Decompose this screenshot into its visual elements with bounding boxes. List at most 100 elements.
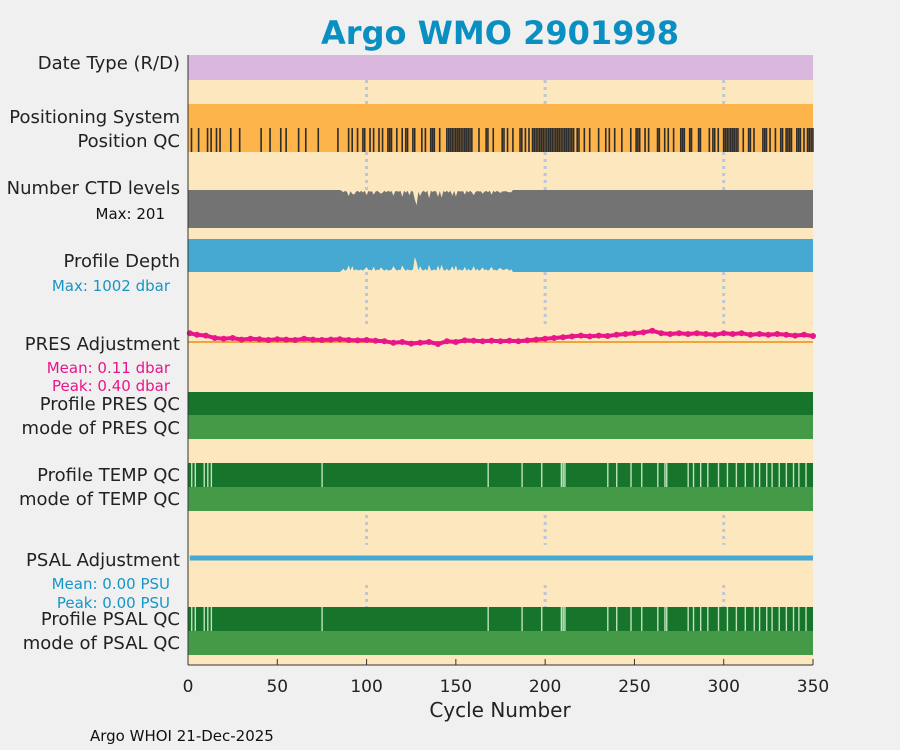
position-qc-mark — [317, 128, 320, 152]
pres-point — [595, 332, 602, 339]
position-qc-mark — [396, 128, 398, 152]
pres-point — [720, 330, 727, 337]
pres-point — [193, 331, 200, 338]
position-qc-mark — [681, 128, 684, 152]
position-qc-mark — [637, 128, 639, 152]
position-qc-mark — [699, 128, 702, 152]
pres-point — [336, 336, 343, 343]
x-tick-label: 50 — [266, 677, 288, 697]
position-qc-mark — [501, 128, 503, 152]
position-qc-mark — [478, 128, 480, 152]
pres-point — [497, 338, 504, 345]
psal-qc-band — [188, 607, 813, 631]
temp-qc-mark — [664, 463, 666, 487]
pres-point — [345, 337, 352, 343]
position-qc-mark — [546, 128, 548, 152]
x-axis-label: Cycle Number — [429, 698, 571, 722]
position-qc-mark — [597, 128, 600, 152]
pres-point — [274, 336, 281, 343]
position-qc-mark — [647, 128, 650, 152]
position-qc-mark — [672, 128, 675, 152]
temp-qc-mark — [521, 463, 523, 487]
position-qc-mark — [544, 128, 546, 152]
pres-point — [586, 333, 593, 340]
temp-qc-mark — [210, 463, 213, 487]
position-qc-mark — [487, 128, 489, 152]
pres-point — [711, 331, 718, 338]
pres-point — [622, 331, 629, 337]
pres-point — [229, 335, 236, 341]
temp-qc-mark — [717, 463, 720, 487]
psal-qc-mark — [203, 607, 205, 631]
position-qc-mark — [803, 128, 805, 152]
label-mode-temp-qc: mode of TEMP QC — [19, 489, 180, 510]
x-tick-label: 100 — [350, 677, 382, 697]
pres-point — [738, 330, 745, 337]
position-qc-mark — [538, 128, 541, 152]
position-qc-mark — [690, 128, 693, 152]
position-qc-mark — [387, 128, 389, 152]
pres-point — [685, 331, 691, 337]
psal-qc-mark — [521, 607, 523, 631]
psal-qc-mark — [792, 607, 795, 631]
position-qc-mark — [485, 128, 487, 152]
pres-point — [435, 341, 441, 347]
x-tick-label: 350 — [797, 677, 829, 697]
psal-qc-mark — [321, 607, 323, 631]
position-qc-mark — [471, 128, 473, 152]
temp-qc-mode-band — [188, 487, 813, 511]
pres-point — [265, 337, 272, 343]
temp-qc-mark — [744, 463, 747, 487]
temp-qc-mark — [191, 463, 193, 487]
position-qc-mark — [635, 128, 637, 152]
position-qc-mark — [556, 128, 559, 152]
pres-point — [488, 337, 495, 344]
position-qc-mark — [454, 128, 457, 152]
position-qc-mark — [781, 128, 784, 152]
position-qc-mark — [583, 128, 586, 152]
position-qc-mark — [463, 128, 466, 152]
psal-qc-mark — [607, 607, 609, 631]
position-qc-mark — [304, 128, 307, 152]
position-qc-mark — [785, 128, 787, 152]
plot-background — [188, 55, 813, 665]
position-qc-mark — [190, 128, 193, 152]
pres-qc-band — [188, 392, 813, 415]
position-qc-mark — [667, 128, 670, 152]
position-qc-mark — [460, 128, 462, 152]
pres-point — [283, 336, 290, 343]
position-qc-mark — [297, 128, 300, 152]
position-qc-mark — [381, 128, 384, 152]
position-qc-mark — [621, 128, 623, 152]
position-qc-mark — [656, 128, 659, 152]
ctd-levels-area — [188, 190, 813, 228]
label-ctd-max: Max: 201 — [96, 205, 165, 223]
position-qc-mark — [363, 128, 366, 152]
position-qc-mark — [712, 128, 714, 152]
label-psal-peak: Peak: 0.00 PSU — [57, 594, 170, 612]
position-qc-mark — [229, 128, 232, 152]
pres-point — [426, 339, 433, 345]
temp-qc-mark — [699, 463, 702, 487]
position-qc-mark — [372, 128, 375, 152]
position-qc-mark — [688, 128, 691, 152]
position-qc-mark — [554, 128, 557, 152]
position-qc-mark — [558, 128, 561, 152]
position-qc-mark — [563, 128, 566, 152]
position-qc-mark — [569, 128, 571, 152]
psal-qc-mark — [687, 607, 689, 631]
pres-point — [238, 336, 245, 343]
pres-point — [211, 335, 218, 341]
position-qc-mark — [808, 128, 811, 152]
psal-qc-mark — [717, 607, 720, 631]
temp-qc-mark — [616, 463, 618, 487]
pres-point — [408, 340, 415, 347]
position-qc-mark — [542, 128, 545, 152]
pres-point — [542, 335, 549, 342]
position-qc-mark — [729, 128, 732, 152]
position-qc-mark — [658, 128, 661, 152]
pres-point — [667, 331, 674, 337]
psal-qc-mark — [560, 607, 563, 631]
psal-qc-mark — [630, 607, 632, 631]
